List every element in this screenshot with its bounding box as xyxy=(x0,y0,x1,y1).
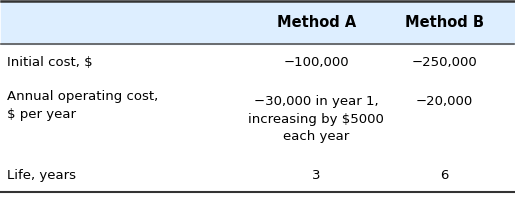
Text: increasing by $5000: increasing by $5000 xyxy=(248,113,384,126)
Bar xyxy=(2,1,513,44)
Text: Method A: Method A xyxy=(277,15,356,30)
Text: −30,000 in year 1,: −30,000 in year 1, xyxy=(254,95,379,108)
Text: each year: each year xyxy=(283,130,350,143)
Text: Annual operating cost,: Annual operating cost, xyxy=(7,90,158,103)
Text: −250,000: −250,000 xyxy=(411,56,477,69)
Text: −100,000: −100,000 xyxy=(284,56,349,69)
Text: $ per year: $ per year xyxy=(7,108,76,121)
Text: Initial cost, $: Initial cost, $ xyxy=(7,56,92,69)
Text: −20,000: −20,000 xyxy=(416,95,473,108)
Text: Life, years: Life, years xyxy=(7,169,76,182)
Text: 3: 3 xyxy=(312,169,321,182)
Text: Method B: Method B xyxy=(405,15,484,30)
Text: 6: 6 xyxy=(440,169,449,182)
